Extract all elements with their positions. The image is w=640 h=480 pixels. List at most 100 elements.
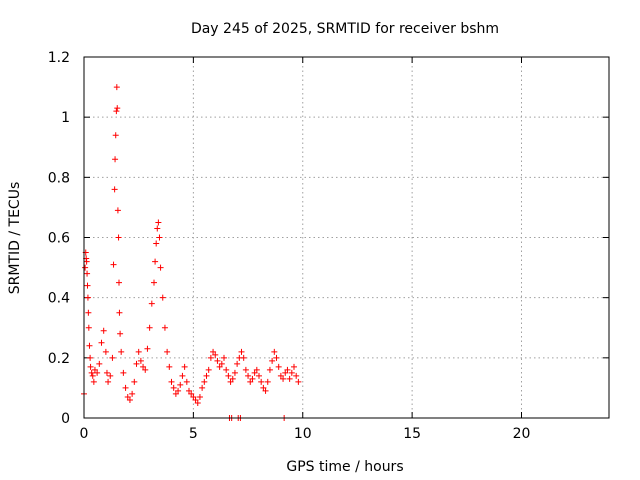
data-point — [269, 357, 276, 364]
x-tick-label: 10 — [294, 426, 312, 442]
x-axis-label: GPS time / hours — [286, 459, 403, 475]
data-point — [194, 399, 201, 406]
data-point — [157, 264, 164, 271]
data-point — [94, 369, 101, 376]
data-point — [161, 324, 168, 331]
data-point — [216, 363, 223, 370]
y-tick-label: 0 — [61, 411, 70, 427]
data-point — [258, 378, 265, 385]
data-point — [82, 264, 89, 271]
data-point — [84, 294, 91, 301]
data-point — [151, 279, 157, 286]
data-point — [87, 363, 94, 370]
data-point — [196, 393, 203, 400]
data-point — [231, 369, 238, 376]
data-point — [113, 84, 120, 91]
y-tick-label: 1 — [61, 110, 70, 126]
data-point — [153, 240, 160, 247]
data-point — [100, 327, 107, 334]
data-point — [253, 366, 260, 373]
data-point — [85, 324, 92, 331]
data-point — [282, 369, 289, 376]
x-tick-label: 5 — [189, 426, 198, 442]
data-point — [98, 339, 105, 346]
data-point — [164, 348, 171, 355]
data-point — [256, 372, 262, 379]
data-point — [266, 366, 273, 373]
data-point — [126, 396, 133, 403]
data-point — [249, 375, 256, 382]
data-point — [113, 108, 120, 115]
data-point — [170, 384, 177, 391]
y-tick-label: 0.4 — [48, 291, 70, 307]
data-point — [225, 372, 232, 379]
x-tick-label: 0 — [80, 426, 89, 442]
data-point — [115, 234, 122, 241]
data-point — [221, 354, 227, 361]
data-point — [110, 261, 117, 268]
data-point — [146, 324, 153, 331]
data-point — [212, 351, 219, 358]
data-point — [109, 354, 116, 361]
plot-frame — [83, 56, 610, 419]
data-point — [83, 258, 90, 265]
data-point — [84, 270, 91, 277]
data-point — [247, 378, 254, 385]
data-point — [260, 384, 267, 391]
x-tick-label: 15 — [403, 426, 421, 442]
data-point — [273, 354, 280, 361]
data-point — [140, 363, 147, 370]
chart-title: Day 245 of 2025, SRMTID for receiver bsh… — [191, 21, 499, 37]
data-point — [214, 357, 221, 364]
data-point — [116, 279, 122, 286]
data-point — [152, 258, 159, 265]
data-point — [177, 381, 184, 388]
y-tick-label: 0.6 — [48, 231, 70, 247]
data-point — [207, 354, 214, 361]
data-point — [280, 375, 287, 382]
data-point — [131, 378, 138, 385]
data-point — [122, 384, 129, 391]
x-tick-label: 20 — [513, 426, 531, 442]
data-point — [288, 369, 295, 376]
data-point — [275, 363, 282, 370]
y-tick-label: 0.2 — [48, 351, 70, 367]
y-tick-label: 1.2 — [48, 50, 70, 66]
data-point — [124, 393, 131, 400]
data-point — [223, 366, 230, 373]
data-point — [188, 390, 195, 397]
data-point — [112, 132, 119, 139]
data-point — [284, 366, 291, 373]
data-point — [210, 348, 217, 355]
data-point — [172, 390, 179, 397]
data-point — [251, 369, 258, 376]
data-point — [190, 393, 197, 400]
data-point — [192, 396, 199, 403]
data-point — [133, 360, 140, 367]
data-point — [183, 378, 190, 385]
grid — [84, 57, 609, 418]
data-point — [87, 354, 94, 361]
data-point — [234, 360, 241, 367]
data-point — [148, 300, 155, 307]
data-point — [227, 378, 234, 385]
data-point — [159, 294, 166, 301]
data-point — [277, 372, 284, 379]
y-axis-label: SRMTID / TECUs — [7, 182, 23, 295]
data-point — [154, 225, 161, 232]
data-point — [179, 372, 186, 379]
data-point — [156, 234, 163, 241]
data-point — [114, 105, 121, 112]
data-point — [88, 369, 95, 376]
data-point — [245, 372, 252, 379]
data-point — [129, 390, 136, 397]
data-point — [105, 378, 112, 385]
data-point — [114, 207, 121, 214]
data-point — [89, 372, 96, 379]
data-point — [144, 345, 151, 352]
data-point — [107, 372, 114, 379]
data-point — [264, 378, 271, 385]
data-point — [186, 387, 192, 394]
